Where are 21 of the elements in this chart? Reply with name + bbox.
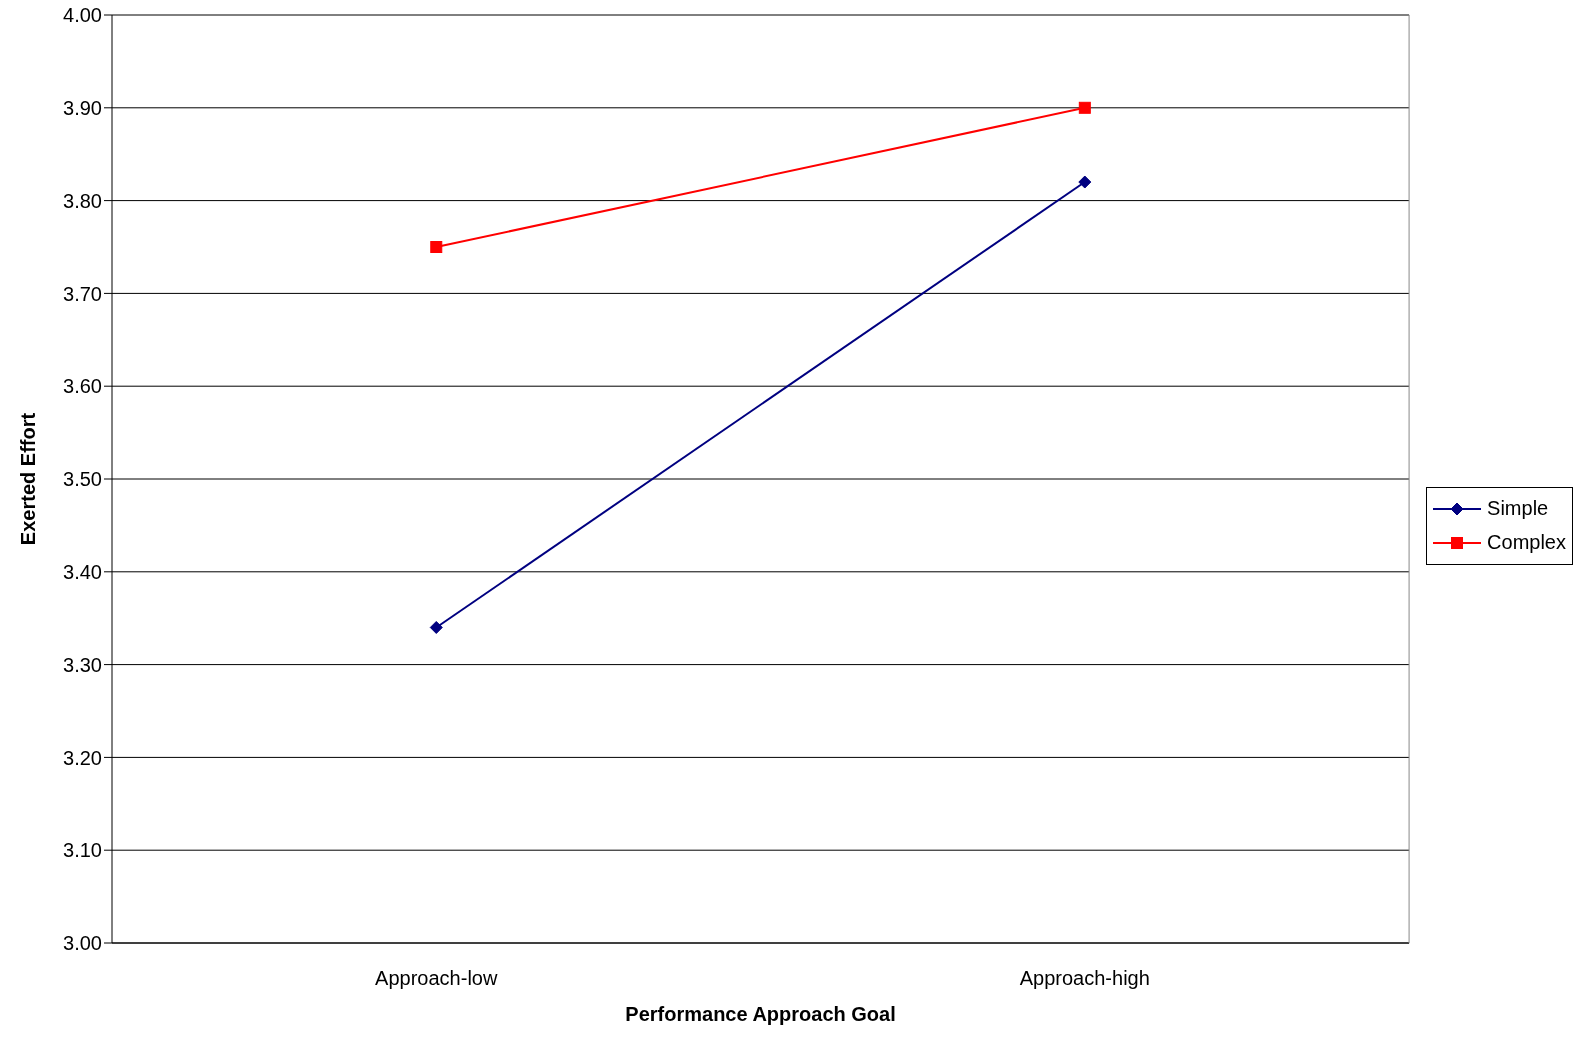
y-tick-label: 3.40	[63, 560, 102, 583]
y-tick-label: 3.10	[63, 839, 102, 862]
point	[430, 241, 443, 253]
legend-label: Complex	[1487, 531, 1566, 554]
point	[429, 620, 443, 634]
y-tick-label: 3.50	[63, 468, 102, 491]
x-tick-label: Approach-high	[1019, 967, 1150, 990]
point	[1078, 175, 1092, 189]
y-tick-label: 3.20	[63, 746, 102, 769]
y-tick-label: 3.00	[63, 932, 102, 955]
y-tick-label: 3.90	[63, 96, 102, 119]
x-tick-label: Approach-low	[375, 967, 498, 990]
y-tick-label: 3.60	[63, 375, 102, 398]
legend-label: Simple	[1487, 497, 1549, 520]
y-tick-label: 3.80	[63, 189, 102, 212]
y-tick-label: 4.00	[63, 4, 102, 27]
y-axis-title: Exerted Effort	[17, 412, 40, 546]
x-axis-title: Performance Approach Goal	[625, 1003, 896, 1025]
y-tick-label: 3.70	[63, 282, 102, 305]
y-tick-label: 3.30	[63, 653, 102, 676]
point	[1078, 101, 1091, 114]
